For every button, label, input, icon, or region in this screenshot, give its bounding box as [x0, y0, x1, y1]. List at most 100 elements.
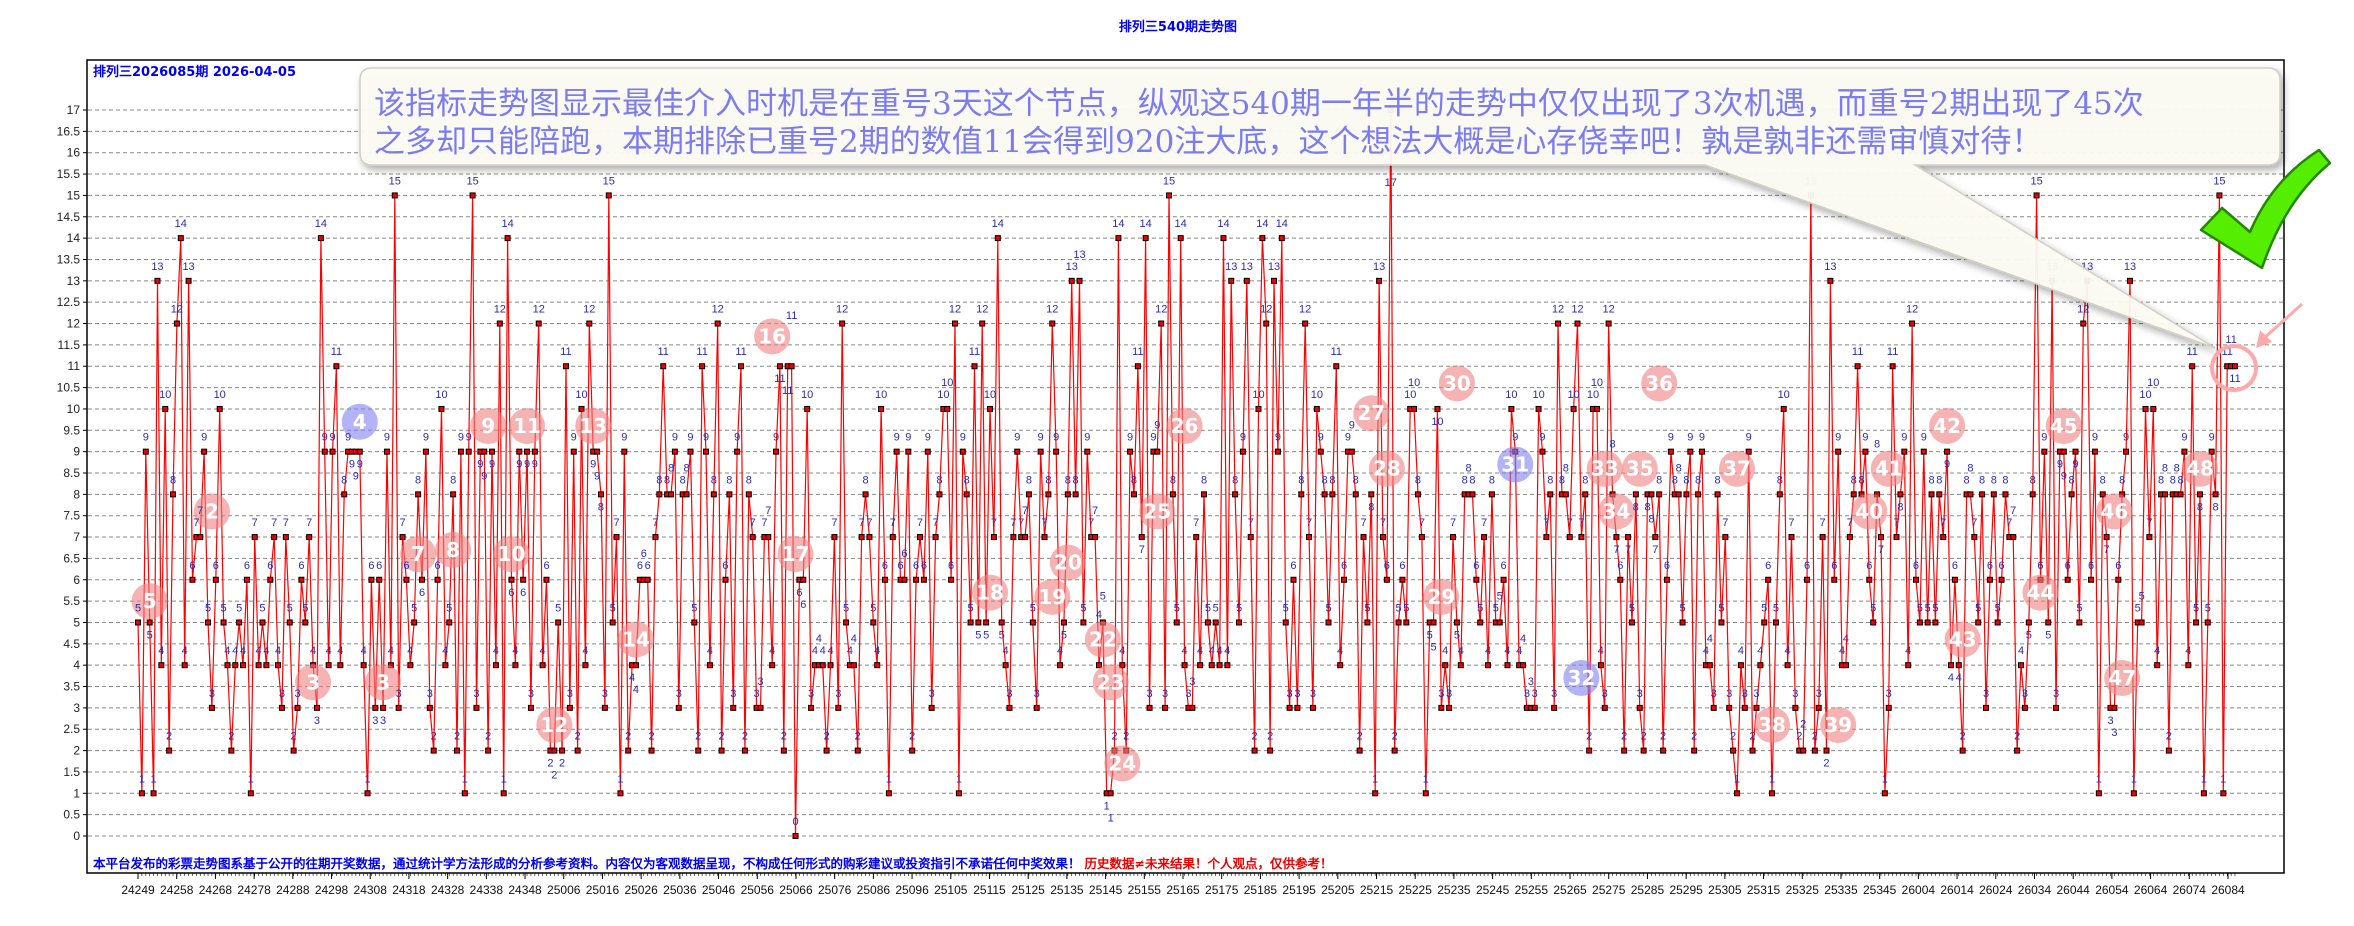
data-point [1663, 576, 1670, 583]
data-point [1640, 747, 1647, 754]
data-point [426, 704, 433, 711]
data-label: 8 [2162, 462, 2168, 474]
data-label: 7 [1940, 517, 1946, 529]
data-label: 7 [271, 517, 277, 529]
y-tick-label: 12.5 [57, 295, 81, 309]
badge-label: 2 [205, 499, 219, 523]
data-point [473, 704, 480, 711]
data-label: 8 [1633, 501, 1639, 513]
data-point [730, 704, 737, 711]
badge: 24 [1104, 745, 1141, 782]
data-label: 10 [214, 389, 226, 401]
data-point [2095, 790, 2102, 797]
data-label: 14 [1112, 218, 1124, 230]
data-label: 12 [1602, 304, 1614, 316]
data-label: 5 [1080, 602, 1086, 614]
data-label: 4 [310, 645, 316, 657]
data-point [313, 704, 320, 711]
data-label: 1 [1372, 773, 1378, 785]
data-point [1212, 619, 1219, 626]
data-label: 2 [781, 731, 787, 743]
data-point [734, 448, 741, 455]
data-label: 3 [835, 688, 841, 700]
data-label: 2 [824, 731, 830, 743]
data-label: 5 [205, 602, 211, 614]
data-label: 8 [1928, 474, 1934, 486]
data-label: 7 [831, 517, 837, 529]
data-point [2200, 790, 2207, 797]
y-tick-label: 7 [73, 530, 80, 544]
data-label: 9 [1084, 432, 1090, 444]
badge: 23 [1092, 664, 1129, 701]
data-point [675, 704, 682, 711]
data-label: 7 [652, 517, 658, 529]
data-point [2161, 491, 2168, 498]
badge-label: 12 [540, 713, 568, 737]
data-point [376, 576, 383, 583]
data-label: 2 [1750, 731, 1756, 743]
data-label: 9 [143, 432, 149, 444]
data-point [2181, 448, 2188, 455]
data-point [1204, 619, 1211, 626]
data-point [1912, 576, 1919, 583]
data-label: 5 [1213, 602, 1219, 614]
y-tick-label: 3.5 [63, 680, 80, 694]
data-point [703, 448, 710, 455]
data-label: 9 [1038, 432, 1044, 444]
data-label: 6 [1913, 560, 1919, 572]
data-point [1247, 534, 1254, 541]
data-point [2025, 619, 2032, 626]
badge-label: 14 [622, 628, 650, 652]
data-point [2165, 747, 2172, 754]
data-point [2103, 534, 2110, 541]
x-tick-label: 25315 [1747, 883, 1781, 897]
data-point [2014, 747, 2021, 754]
data-point [438, 405, 445, 412]
badge-circle [777, 536, 814, 573]
badge: 32 [1563, 659, 1600, 696]
data-point [1022, 534, 1029, 541]
data-label: 5 [2045, 629, 2051, 641]
badge: 46 [2096, 493, 2133, 530]
data-point [948, 576, 955, 583]
data-point [1998, 576, 2005, 583]
data-point [1570, 405, 1577, 412]
badge-circle [575, 408, 612, 445]
data-point [2123, 448, 2130, 455]
badge-circle [1719, 450, 1756, 487]
data-point [1784, 662, 1791, 669]
badge-label: 3 [376, 670, 390, 694]
data-point [1551, 704, 1558, 711]
data-label: 9 [1835, 432, 1841, 444]
badge-label: 5 [143, 589, 157, 613]
data-point [885, 790, 892, 797]
data-point [1057, 662, 1064, 669]
badge-label: 4 [353, 410, 367, 434]
data-point [1621, 747, 1628, 754]
data-point [1053, 448, 1060, 455]
data-point [1862, 448, 1869, 455]
callout-line-1: 该指标走势图显示最佳介入时机是在重号3天这个节点，纵观这540期一年半的走势中仅… [374, 86, 2144, 122]
data-point [1928, 491, 1935, 498]
badge: 40 [1851, 493, 1888, 530]
data-point [644, 576, 651, 583]
data-label: 2 [1796, 731, 1802, 743]
data-label: 13 [2124, 261, 2136, 273]
x-tick-label: 25006 [547, 883, 581, 897]
data-point [1251, 747, 1258, 754]
data-label: 12 [1046, 304, 1058, 316]
badge: 47 [2104, 659, 2141, 696]
badge-circle [131, 583, 168, 620]
data-point [1508, 405, 1515, 412]
disclaimer-red: 历史数据≠未来结果！个人观点，仅供参考！ [1085, 856, 1333, 871]
data-label: 8 [668, 462, 674, 474]
data-point [1975, 619, 1982, 626]
data-label: 7 [890, 517, 896, 529]
data-label: 2 [1691, 731, 1697, 743]
data-label: 8 [170, 474, 176, 486]
data-label: 6 [1399, 560, 1405, 572]
data-label: 7 [1010, 517, 1016, 529]
data-label: 8 [1368, 501, 1374, 513]
data-label: 4 [1209, 645, 1215, 657]
data-point [1309, 704, 1316, 711]
